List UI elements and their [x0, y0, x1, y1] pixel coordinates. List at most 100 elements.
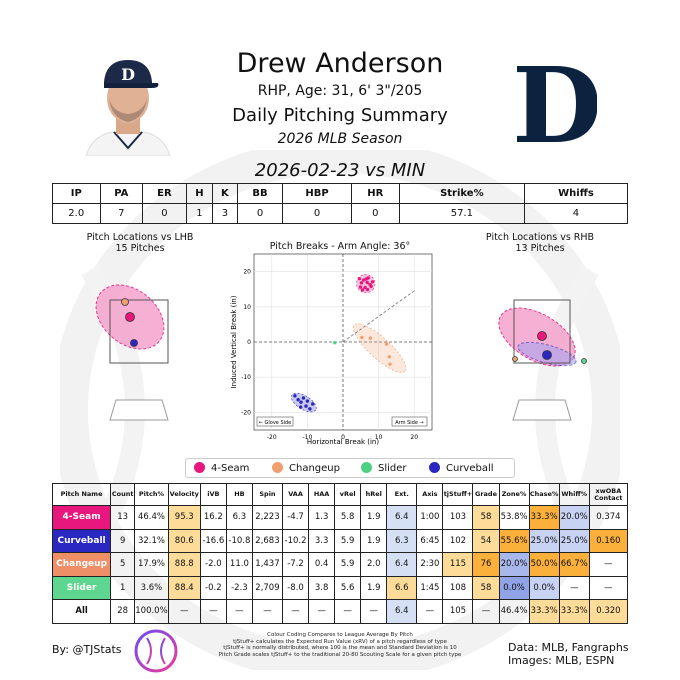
rhb-strike-zone [513, 299, 571, 364]
pitch-name-cell: Curveball [51, 528, 112, 553]
pitch-table-cell: 58 [472, 505, 500, 530]
pitch-table-cell: 76 [472, 552, 500, 577]
stat-value-cell: 0 [282, 203, 352, 224]
pitch-table-cell: 6.4 [386, 505, 418, 530]
pitch-table-header-cell: Count [110, 483, 136, 506]
break-point [388, 362, 392, 366]
table-row: Curveball 9 32.1% 80.6 -16.6 -10.8 2,683 -10.2 3… [51, 528, 629, 553]
stat-header-row: IP PA ER H K BB HBP HR Strike% Whiffs [52, 183, 629, 204]
pitch-table-cell: — [225, 599, 253, 624]
stat-value-cell: 0 [236, 203, 284, 224]
pitch-table-cell: 1,437 [251, 552, 284, 577]
pitch-table-cell: 6.3 [386, 528, 418, 553]
pitch-legend: 4-Seam Changeup Slider Curveball [185, 458, 515, 478]
pitch-table-cell: 13 [110, 505, 136, 530]
lhb-plot-title: Pitch Locations vs LHB 15 Pitches [70, 232, 210, 254]
pitch-table-cell: -16.6 [199, 528, 227, 553]
pitch-table-cell: -7.2 [281, 552, 310, 577]
break-point [360, 288, 365, 292]
break-point [387, 355, 391, 359]
table-row: All 28 100.0% — — — — — — — —6.4—105—46.4% 33.3% 33.… [51, 599, 629, 624]
break-point [365, 280, 369, 285]
pitch-table-cell: 1:45 [416, 575, 444, 600]
pitch-table-header-cell: iVB [199, 483, 227, 506]
legend-label: Curveball [446, 463, 494, 474]
rhb-location-plot [498, 299, 587, 421]
pitch-table-header-cell: VAA [281, 483, 310, 506]
y-tick-label: -20 [241, 409, 251, 416]
lhb-strike-zone [109, 299, 169, 364]
footnote-line: tjStuff+ is normally distributed, where … [223, 645, 457, 651]
pitch-table-cell: 2,223 [251, 505, 284, 530]
pitch-table-cell: — [588, 575, 629, 600]
rhb-curveball-point [542, 350, 552, 360]
y-tick-label: 10 [243, 304, 251, 311]
pitch-table-cell: — [251, 599, 284, 624]
pitch-table-header-cell: HB [225, 483, 253, 506]
pitch-table-cell: 5.9 [334, 528, 362, 553]
pitch-table-header-cell: Velocity [167, 483, 201, 506]
stat-header-cell: HR [350, 183, 400, 204]
break-point [308, 407, 312, 411]
break-point [365, 287, 370, 292]
pitch-table-cell: 1 [110, 575, 136, 600]
pitch-table-cell: 80.6 [167, 528, 201, 553]
player-name: Drew Anderson [236, 48, 444, 79]
pitch-table-cell: 115 [442, 552, 474, 577]
x-tick-label: -10 [302, 434, 312, 441]
pitch-table-cell: 2,709 [251, 575, 284, 600]
rhb-home-plate [512, 399, 572, 421]
y-tick-label: -10 [241, 374, 251, 381]
break-point [296, 398, 300, 402]
x-tick-label: 0 [341, 434, 345, 441]
pitch-metrics-table: Pitch Name Count Pitch% Velocity iVB HB Spin VA… [51, 483, 629, 624]
pitch-table-cell: 5.9 [334, 552, 362, 577]
pitch-table-cell: — [588, 552, 629, 577]
table-row: 4-Seam 13 46.4% 95.3 16.2 6.3 2,223 -4.7 1.3 5.8 1… [51, 505, 629, 530]
table-row: Changeup 5 17.9% 88.8 -2.0 11.0 1,437 -7.2 0.4 5.… [51, 552, 629, 577]
break-point [368, 336, 373, 340]
stat-value-cell: 2.0 [52, 203, 101, 224]
pitch-table-header-cell: Zone% [498, 483, 530, 506]
stat-line-table: IP PA ER H K BB HBP HR Strike% Whiffs 2.0 7 0 1 3 0 0 0 5… [52, 183, 629, 224]
rhb-slider-point [581, 358, 587, 364]
break-ellipse [353, 323, 407, 373]
pitch-table-cell: -0.2 [199, 575, 227, 600]
pitch-table-header-cell: hRel [360, 483, 388, 506]
pitch-table-cell: 46.4% [134, 505, 169, 530]
pitch-table-cell: 9 [110, 528, 136, 553]
pitch-table-cell: 50.0% [528, 552, 560, 577]
break-point [364, 277, 368, 281]
pitch-table-cell: 1.3 [308, 505, 336, 530]
lhb-pitch-count: 15 Pitches [115, 243, 165, 254]
pitch-table-cell: 46.4% [498, 599, 530, 624]
glove-side-label: ← Glove Side [259, 420, 292, 426]
pitch-table-cell: 66.7% [558, 552, 590, 577]
legend-label: Slider [378, 463, 407, 474]
pitch-table-cell: -10.2 [281, 528, 310, 553]
pitch-table-cell: 5 [110, 552, 136, 577]
stat-value-cell: 1 [185, 203, 214, 224]
pitch-table-header-cell: xwOBA Contact [588, 483, 629, 506]
legend-marker [194, 462, 205, 473]
rhb-pitch-count: 13 Pitches [515, 243, 565, 254]
pitch-table-cell: 16.2 [199, 505, 227, 530]
pitch-table-cell: 6.4 [386, 599, 418, 624]
image-source: Images: MLB, ESPN [508, 654, 615, 667]
tjstats-logo [134, 629, 178, 673]
player-headshot: D [78, 52, 178, 157]
break-point [360, 335, 364, 340]
break-point [363, 285, 367, 290]
break-point [357, 276, 362, 281]
pitch-table-header-cell: vRel [334, 483, 362, 506]
pitch-table-cell: -2.0 [199, 552, 227, 577]
pitch-table-header-cell: Pitch Name [51, 483, 112, 506]
pitch-table-cell: — [360, 599, 388, 624]
pitch-table-cell: 54 [472, 528, 500, 553]
stat-header-cell: HBP [282, 183, 352, 204]
pitch-table-cell: 95.3 [167, 505, 201, 530]
pitch-table-header-cell: Pitch% [134, 483, 169, 506]
pitch-table-cell: 6.4 [386, 552, 418, 577]
pitch-table-cell: 20.0% [558, 505, 590, 530]
pitch-table-cell: — [416, 599, 444, 624]
